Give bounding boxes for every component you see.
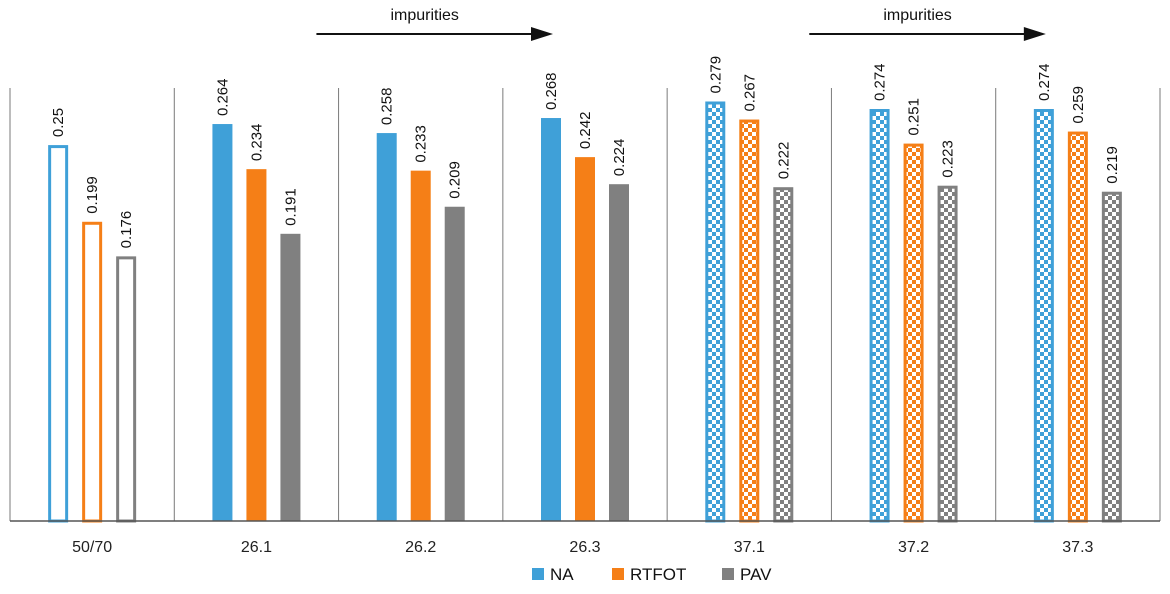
- value-label: 0.279: [707, 56, 724, 94]
- legend-label-na: NA: [550, 565, 574, 584]
- bar-pav-37.1: [773, 187, 794, 523]
- value-label: 0.268: [543, 72, 560, 110]
- value-label: 0.264: [214, 78, 231, 116]
- value-label: 0.199: [84, 176, 101, 214]
- value-labels: 0.25 0.199 0.176 0.264 0.234 0.191 0.258 0.233 0…: [50, 56, 1121, 248]
- bar-na-37.2: [869, 109, 890, 523]
- bar-pav-37.2: [937, 185, 958, 523]
- bar-na-37.3: [1033, 109, 1054, 523]
- bar-rtfot-37.2: [903, 143, 924, 523]
- legend-label-pav: PAV: [740, 565, 772, 584]
- bar-na-26.3: [541, 118, 561, 521]
- value-label: 0.242: [577, 112, 594, 150]
- bar-na-50/70: [48, 145, 69, 523]
- bar-rtfot-50/70: [82, 221, 103, 523]
- category-label: 26.2: [405, 539, 436, 556]
- value-label: 0.267: [741, 74, 758, 112]
- group-separators: [9, 88, 1161, 521]
- legend-swatch-rtfot: [612, 568, 624, 580]
- legend: NA RTFOT PAV: [532, 565, 772, 584]
- bar-rtfot-37.1: [739, 119, 760, 523]
- bar-na-26.1: [212, 124, 233, 521]
- value-label: 0.176: [118, 211, 135, 249]
- bar-na-26.2: [376, 133, 397, 522]
- bar-rtfot-26.1: [246, 169, 267, 521]
- annotations: impurities impurities: [316, 7, 1046, 41]
- legend-label-rtfot: RTFOT: [630, 565, 686, 584]
- legend-swatch-na: [532, 568, 544, 580]
- bar-pav-26.3: [609, 184, 629, 521]
- value-label: 0.25: [50, 108, 67, 137]
- annotation-arrow-head: [1023, 27, 1046, 41]
- value-label: 0.274: [1036, 63, 1053, 101]
- category-label: 37.2: [898, 539, 929, 556]
- bar-rtfot-26.3: [575, 157, 595, 521]
- category-label: 37.1: [734, 539, 765, 556]
- value-label: 0.234: [248, 124, 265, 162]
- value-label: 0.258: [379, 88, 396, 126]
- annotation-label: impurities: [390, 7, 458, 24]
- bar-na-37.1: [705, 101, 726, 523]
- value-label: 0.191: [282, 188, 299, 226]
- value-label: 0.219: [1104, 146, 1121, 184]
- value-label: 0.222: [775, 142, 792, 180]
- value-label: 0.224: [611, 139, 628, 177]
- value-label: 0.259: [1070, 86, 1087, 124]
- value-label: 0.209: [447, 161, 464, 199]
- bars: [48, 101, 1122, 523]
- value-label: 0.251: [906, 98, 923, 136]
- bar-pav-50/70: [116, 256, 137, 523]
- category-labels: 50/70 26.1 26.2 26.3 37.1 37.2 37.3: [72, 539, 1093, 556]
- category-label: 26.3: [569, 539, 600, 556]
- bar-pav-37.3: [1101, 191, 1122, 523]
- value-label: 0.233: [413, 125, 430, 163]
- legend-swatch-pav: [722, 568, 734, 580]
- bar-rtfot-37.3: [1067, 131, 1088, 523]
- bar-pav-26.1: [280, 233, 301, 521]
- annotation-arrow-head: [531, 27, 553, 41]
- category-label: 37.3: [1062, 539, 1093, 556]
- value-label: 0.223: [940, 140, 957, 178]
- category-label: 50/70: [72, 539, 112, 556]
- annotation-label: impurities: [883, 7, 951, 24]
- bar-rtfot-26.2: [410, 170, 431, 522]
- bar-pav-26.2: [444, 206, 465, 521]
- value-label: 0.274: [872, 63, 889, 101]
- category-label: 26.1: [241, 539, 272, 556]
